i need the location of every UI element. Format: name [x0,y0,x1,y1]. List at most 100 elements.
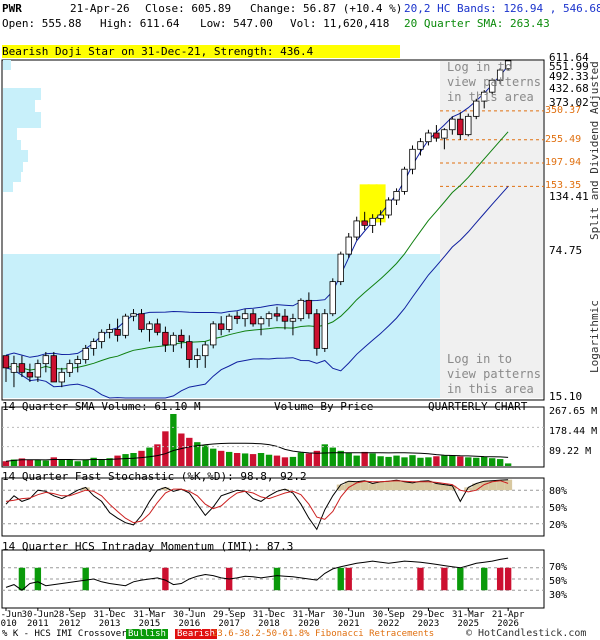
login-watermark-bottom[interactable]: Log in to view patterns in this area [447,352,541,397]
volume-by-price-bar [3,60,11,70]
candle-up [504,60,512,70]
stoch-tick: 20% [549,520,568,531]
stoch-overbought-fill [368,483,377,491]
x-axis-label: 2018 [258,619,280,629]
stoch-overbought-fill [400,481,409,491]
log-scale-label: Logarithmic [588,300,600,373]
volume-bar [82,459,89,466]
open-value: Open: 555.88 [2,17,82,30]
candle-up [202,344,209,357]
stoch-overbought-fill [416,481,425,491]
copyright[interactable]: © HotCandlestick.com [466,628,587,639]
x-axis-label: 29-Dec [412,610,445,620]
x-axis-label: 2013 [99,619,121,629]
candle-up [58,371,65,383]
x-axis-label: 30-Jun [173,610,206,620]
candle-down [18,363,26,373]
price-tick: 373.02 [549,96,589,109]
candle-down [313,313,321,349]
volume-tick: 89.22 M [549,446,592,457]
watermark-line: view patterns [447,367,541,381]
imi-crossover-bar [337,567,344,591]
volume-bar [465,457,472,466]
volume-by-price-bar [3,140,21,150]
x-axis-label: 30-Jun [0,610,22,620]
x-axis-label: 2016 [178,619,200,629]
volume-bar [26,459,34,466]
stoch-overbought-fill [376,481,385,491]
stoch-k-line [5,479,509,531]
candle-up [385,199,392,216]
imi-tick: 70% [549,562,568,573]
volume-bar [313,450,321,466]
volume-value: Vol: 11,620,418 [290,17,390,30]
x-axis-label: 2021 [338,619,360,629]
stoch-overbought-fill [496,480,505,491]
close-value: Close: 605.89 [145,2,232,15]
candle-up [257,318,265,325]
x-axis-label: 2026 [497,619,519,629]
volume-bar [122,454,129,466]
upper-band-line [5,65,509,358]
volume-bar [225,451,233,466]
volume-bar [34,459,42,466]
candle-up [122,315,129,336]
volume-bar [106,458,113,466]
lower-band-line [5,186,509,399]
volume-by-price-bar [3,100,35,112]
imi-line [5,557,509,591]
stoch-overbought-fill [280,489,289,491]
sma-label: 20 Quarter SMA: 263.43 [404,17,550,30]
volume-by-price-label: Volume By Price [274,400,374,413]
low-value: Low: 547.00 [200,17,273,30]
watermark-line: view patterns [447,75,541,89]
price-tick: 492.33 [549,70,589,83]
volume-bar [345,452,352,466]
stoch-overbought-fill [424,480,433,491]
volume-bar [361,451,368,466]
pattern-highlight [367,184,378,223]
volume-bar [178,433,185,466]
candle-down [2,355,10,369]
volume-bar [297,452,305,466]
volume-bar [18,458,26,466]
stoch-overbought-fill [464,487,473,491]
candle-up [481,91,488,102]
imi-crossover-bar [273,567,281,591]
candle-down [50,355,57,383]
volume-bar [353,455,360,466]
volume-bar [457,456,464,466]
volume-bar [218,450,225,466]
volume-bar [369,453,376,466]
candle-up [465,115,472,136]
candle-up [82,347,89,360]
x-axis-label: 30-Jun [22,610,55,620]
volume-bar [441,455,448,466]
volume-bar [305,453,313,466]
volume-bar [50,457,57,466]
volume-bar [58,459,65,466]
volume-panel-frame [1,406,545,468]
volume-bar [425,457,432,466]
volume-bar [329,447,336,466]
stoch-overbought-fill [440,484,449,491]
candle-up [66,363,73,373]
pattern-banner[interactable]: Bearish Doji Star on 31-Dec-21, Strength… [2,45,400,58]
volume-bar [202,445,209,466]
volume-bar [138,450,145,466]
change-value: Change: 56.87 (+10.4 %) [250,2,403,15]
volume-bar [241,453,249,466]
stoch-overbought-fill [344,481,353,491]
candle-down [249,313,257,325]
login-watermark-top[interactable]: Log in to view patterns in this area [447,60,541,105]
sma-line [5,131,509,371]
fib-label: 255.49 [545,134,582,145]
volume-by-price-bar [3,112,41,128]
stoch-tick: 80% [549,486,568,497]
chart-frequency-label: QUARTERLY CHART [428,400,528,413]
volume-bar [393,455,400,466]
candle-up [473,100,480,117]
candle-up [353,220,360,238]
candle-up [321,313,328,349]
x-axis-label: 2011 [27,619,49,629]
